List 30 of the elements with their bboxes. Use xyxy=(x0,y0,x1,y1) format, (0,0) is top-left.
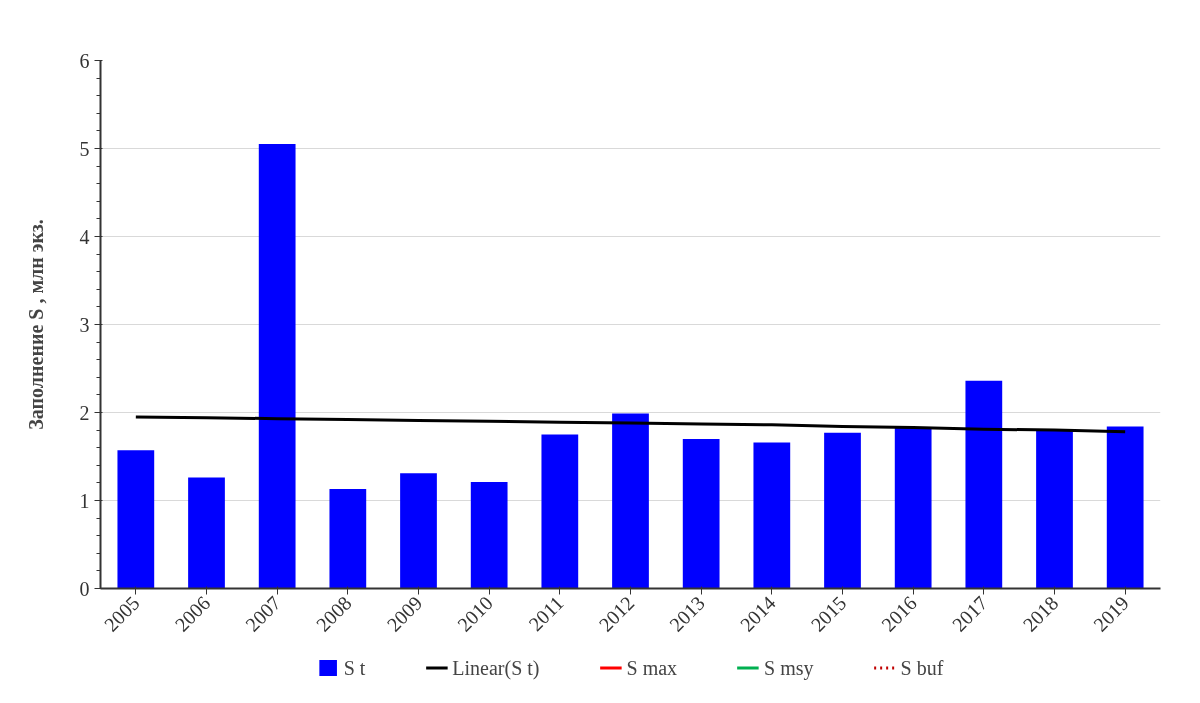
bar xyxy=(1036,429,1073,589)
bar xyxy=(188,477,225,589)
bar xyxy=(1106,426,1144,589)
y-tick-label: 4 xyxy=(79,225,90,248)
y-tick-label: 3 xyxy=(79,313,90,336)
y-tick-label: 6 xyxy=(79,49,90,72)
y-tick-label: 0 xyxy=(79,577,90,600)
legend-label: S buf xyxy=(900,656,944,679)
line-series xyxy=(134,415,1127,434)
legend-label: S max xyxy=(626,656,678,679)
y-tick-label: 2 xyxy=(79,401,90,424)
x-tick-label: 2011 xyxy=(524,591,568,636)
y-axis-title: Заполнение S , млн экз. xyxy=(24,219,47,430)
bar xyxy=(824,432,861,589)
bar xyxy=(258,144,296,589)
legend-label: Linear(S t) xyxy=(452,656,540,679)
bar xyxy=(329,489,367,589)
legend-label: S t xyxy=(343,656,366,679)
bar xyxy=(894,427,932,589)
bar xyxy=(400,473,437,589)
bar xyxy=(612,413,649,589)
y-tick-label: 5 xyxy=(79,137,90,160)
legend-label: S msy xyxy=(764,656,814,679)
bar xyxy=(541,434,579,589)
bar xyxy=(470,482,508,589)
bar xyxy=(965,380,1003,589)
bar xyxy=(117,450,155,589)
bar xyxy=(753,442,791,589)
y-tick-label: 1 xyxy=(79,489,90,512)
bar xyxy=(682,438,720,589)
